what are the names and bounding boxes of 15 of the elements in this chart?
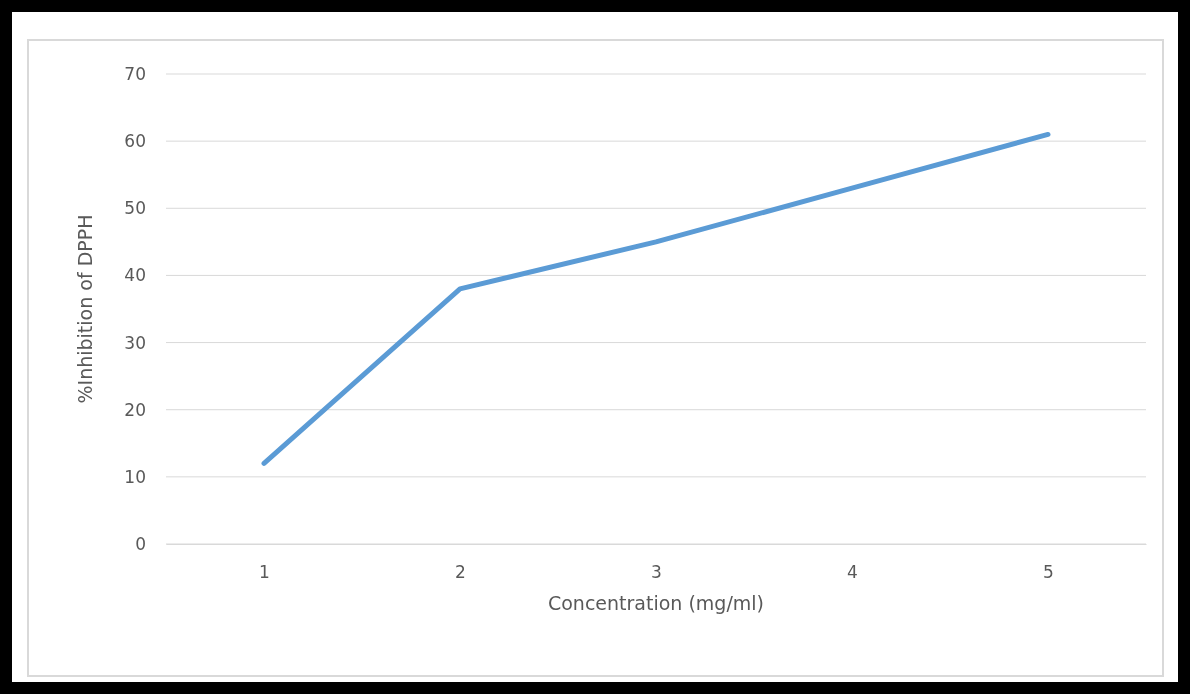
y-tick-label: 30 xyxy=(124,332,146,353)
y-tick-label: 20 xyxy=(124,399,146,420)
y-tick-label: 60 xyxy=(124,131,146,152)
y-tick-label: 10 xyxy=(124,466,146,487)
x-tick-label: 5 xyxy=(1043,562,1054,583)
y-tick-label: 0 xyxy=(135,533,146,554)
y-tick-label: 40 xyxy=(124,265,146,286)
x-axis-title: Concentration (mg/ml) xyxy=(547,592,765,614)
y-axis-title: %Inhibition of DPPH xyxy=(74,214,96,404)
y-tick-label: 70 xyxy=(124,63,146,84)
x-tick-label: 1 xyxy=(259,562,270,583)
x-tick-label: 2 xyxy=(455,562,466,583)
y-tick-label: 50 xyxy=(124,198,146,219)
x-tick-label: 3 xyxy=(651,562,662,583)
x-tick-label: 4 xyxy=(847,562,858,583)
